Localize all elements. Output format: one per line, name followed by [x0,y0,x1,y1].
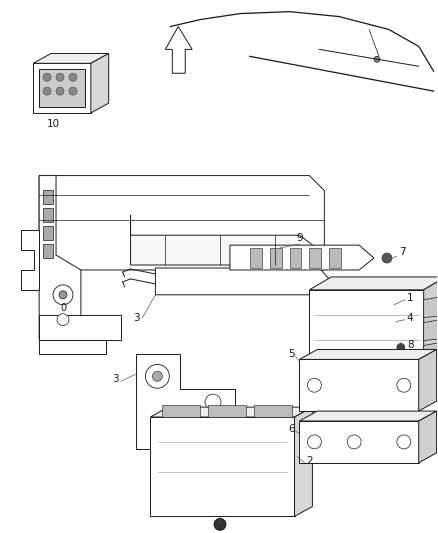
Text: 10: 10 [46,119,60,129]
Circle shape [69,87,77,95]
Polygon shape [150,407,312,417]
Polygon shape [131,215,319,265]
Circle shape [374,56,380,62]
Polygon shape [300,350,437,359]
Text: 1: 1 [407,293,413,303]
Text: 0: 0 [60,303,66,313]
Polygon shape [270,248,282,268]
Polygon shape [300,421,419,463]
Polygon shape [39,340,106,354]
Polygon shape [254,405,292,417]
Polygon shape [329,248,341,268]
Polygon shape [419,411,437,463]
Polygon shape [33,53,109,63]
Polygon shape [250,248,262,268]
Circle shape [56,73,64,81]
Circle shape [56,87,64,95]
Polygon shape [424,341,438,364]
Circle shape [382,253,392,263]
Polygon shape [43,244,53,258]
Polygon shape [135,354,235,449]
Circle shape [43,73,51,81]
Text: 9: 9 [296,233,303,243]
Circle shape [53,285,73,305]
Polygon shape [39,175,324,270]
Polygon shape [424,318,438,341]
Polygon shape [155,268,334,295]
Circle shape [69,73,77,81]
Text: 7: 7 [399,247,406,257]
Polygon shape [91,53,109,113]
Text: 5: 5 [288,350,294,359]
Polygon shape [309,277,438,290]
Polygon shape [33,63,91,113]
Text: 3: 3 [133,313,140,322]
Circle shape [59,291,67,299]
Text: 3: 3 [112,374,119,384]
Text: 6: 6 [288,424,294,434]
Polygon shape [208,405,246,417]
Polygon shape [419,350,437,411]
Text: 8: 8 [407,340,413,350]
Polygon shape [290,248,301,268]
Circle shape [347,435,361,449]
Circle shape [205,394,221,410]
Polygon shape [43,208,53,222]
Polygon shape [309,290,424,369]
Polygon shape [150,417,294,516]
Circle shape [397,435,411,449]
Circle shape [145,365,170,388]
Circle shape [214,519,226,530]
Polygon shape [39,69,85,107]
Circle shape [397,343,405,351]
Circle shape [152,372,162,381]
Polygon shape [39,314,120,340]
Polygon shape [43,226,53,240]
Polygon shape [300,411,437,421]
Polygon shape [230,245,374,270]
Circle shape [397,378,411,392]
Polygon shape [309,248,321,268]
Text: 4: 4 [407,313,413,322]
Polygon shape [165,27,192,73]
Polygon shape [162,405,200,417]
Polygon shape [21,230,39,290]
Circle shape [43,87,51,95]
Polygon shape [294,407,312,516]
Polygon shape [43,190,53,204]
Polygon shape [424,277,438,369]
Text: 2: 2 [307,456,313,466]
Circle shape [307,378,321,392]
Polygon shape [39,175,81,340]
Circle shape [307,435,321,449]
Polygon shape [424,295,438,318]
Circle shape [57,314,69,326]
Polygon shape [300,359,419,411]
